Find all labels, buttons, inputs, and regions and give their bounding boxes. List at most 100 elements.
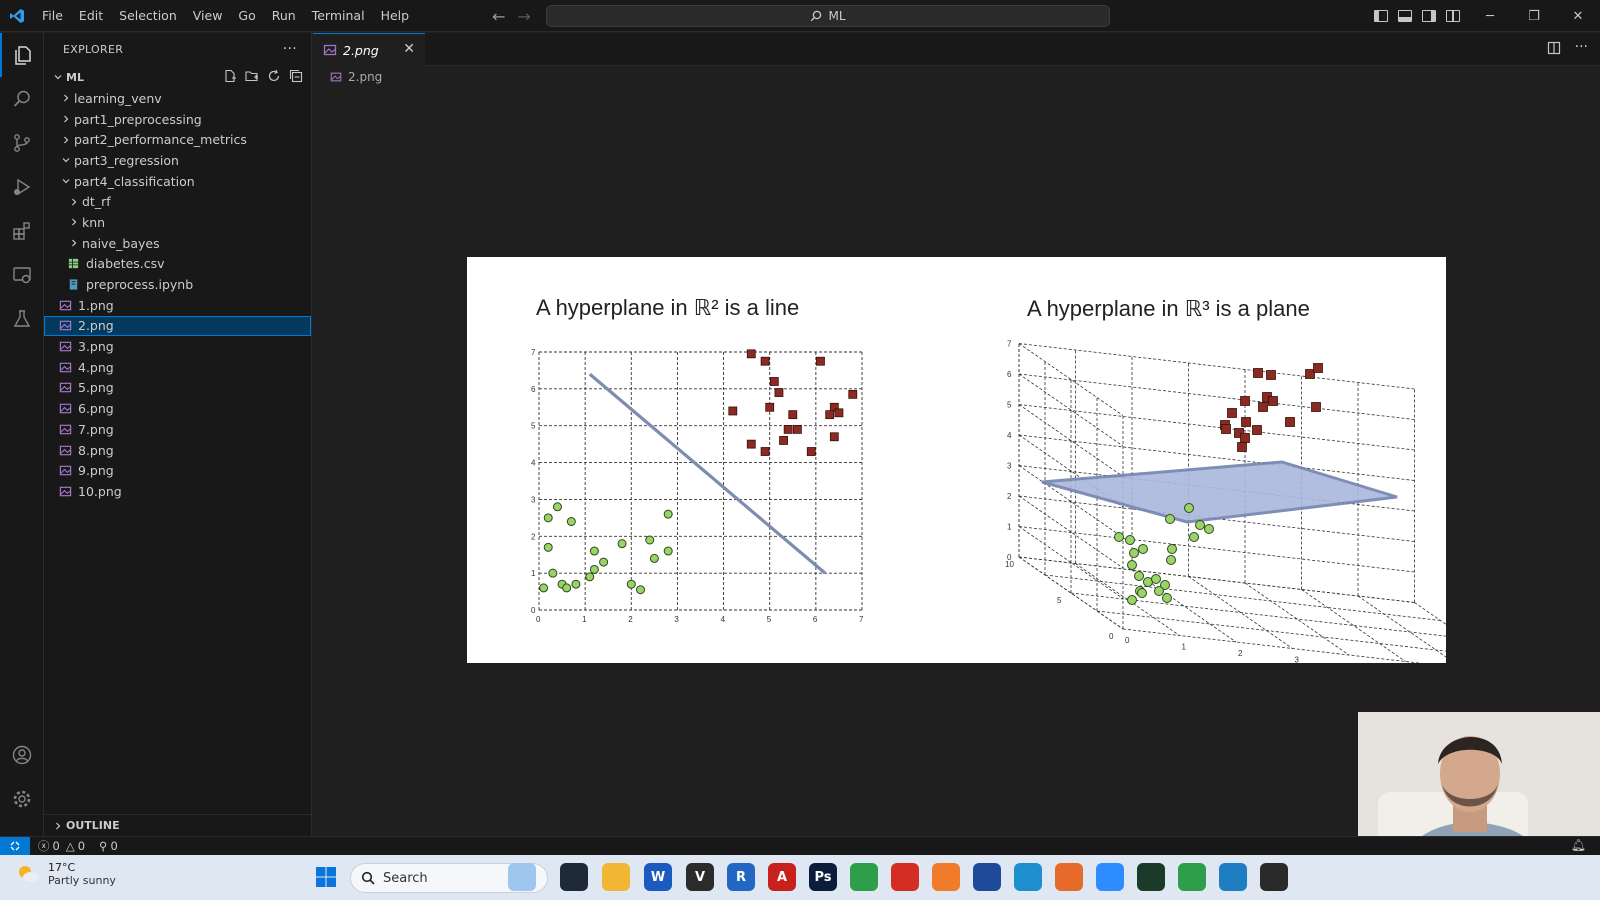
folder-part2-performance-metrics[interactable]: part2_performance_metrics <box>44 129 311 150</box>
new-folder-icon[interactable] <box>245 69 259 83</box>
file-9-png[interactable]: 9.png <box>44 460 311 481</box>
menu-file[interactable]: File <box>42 7 63 23</box>
acrobat-app-icon[interactable]: A <box>768 863 796 891</box>
tree-item-label: 2.png <box>78 318 114 334</box>
red-square-point <box>1241 417 1251 427</box>
file-diabetes-csv[interactable]: diabetes.csv <box>44 254 311 275</box>
zoom-app-icon[interactable] <box>1096 863 1124 891</box>
file-5-png[interactable]: 5.png <box>44 378 311 399</box>
folder-dt-rf[interactable]: dt_rf <box>44 191 311 212</box>
firefox-app-icon[interactable] <box>1055 863 1083 891</box>
ports-indicator[interactable]: ⚲ 0 <box>99 839 118 853</box>
extensions-icon[interactable] <box>0 209 44 253</box>
remote-explorer-icon[interactable] <box>0 253 44 297</box>
chrome-profile-app-icon[interactable] <box>1178 863 1206 891</box>
start-windows-icon[interactable] <box>312 863 340 891</box>
settings-gear-icon[interactable] <box>0 777 44 821</box>
mongodb-app-icon[interactable] <box>1137 863 1165 891</box>
explorer-icon[interactable] <box>0 33 44 77</box>
file-10-png[interactable]: 10.png <box>44 481 311 502</box>
folder-part3-regression[interactable]: part3_regression <box>44 150 311 171</box>
back-arrow-icon[interactable]: ← <box>492 6 506 26</box>
testing-icon[interactable] <box>0 297 44 341</box>
toggle-primary-sidebar-icon[interactable] <box>1374 10 1388 22</box>
toggle-secondary-sidebar-icon[interactable] <box>1422 10 1436 22</box>
problems-indicator[interactable]: ⓧ 0 △ 0 <box>38 838 85 854</box>
folder-learning-venv[interactable]: learning_venv <box>44 88 311 109</box>
red-square-point <box>1234 428 1244 438</box>
grid-line <box>1018 343 1124 416</box>
search-icon <box>361 871 375 885</box>
workspace-root[interactable]: ML <box>44 66 311 88</box>
file-2-png[interactable]: 2.png <box>44 315 311 337</box>
chrome-app-icon[interactable] <box>850 863 878 891</box>
toggle-panel-icon[interactable] <box>1398 10 1412 22</box>
file-explorer-icon[interactable] <box>602 863 630 891</box>
explorer-sidebar: EXPLORER ··· ML learning_venv part1_prepr… <box>44 33 312 836</box>
github-app-icon[interactable] <box>1260 863 1288 891</box>
menu-run[interactable]: Run <box>271 7 296 23</box>
search-view-icon[interactable] <box>0 77 44 121</box>
vscode-app-icon[interactable] <box>1219 863 1247 891</box>
collapse-all-icon[interactable] <box>289 69 303 83</box>
customize-layout-icon[interactable] <box>1446 10 1460 22</box>
window-controls: ─ ❐ ✕ <box>1468 0 1600 32</box>
r-app-icon[interactable]: R <box>727 863 755 891</box>
run-debug-icon[interactable] <box>0 165 44 209</box>
menu-help[interactable]: Help <box>380 7 410 23</box>
outline-section[interactable]: OUTLINE <box>44 814 312 836</box>
restore-icon[interactable]: ❐ <box>1528 8 1540 24</box>
edge-app-icon[interactable] <box>1014 863 1042 891</box>
pdf-app-icon[interactable] <box>891 863 919 891</box>
command-center[interactable]: ML <box>546 5 1110 27</box>
folder-part1-preprocessing[interactable]: part1_preprocessing <box>44 109 311 130</box>
new-file-icon[interactable] <box>223 69 237 83</box>
green-circle-point <box>636 585 646 595</box>
menu-edit[interactable]: Edit <box>78 7 104 23</box>
close-window-icon[interactable]: ✕ <box>1572 8 1584 24</box>
weather-widget[interactable]: 17°C Partly sunny <box>16 861 116 887</box>
folder-knn[interactable]: knn <box>44 212 311 233</box>
separating-plane <box>1041 460 1398 524</box>
menu-selection[interactable]: Selection <box>119 7 177 23</box>
menu-view[interactable]: View <box>192 7 223 23</box>
file-3-png[interactable]: 3.png <box>44 336 311 357</box>
close-tab-icon[interactable]: ✕ <box>403 41 415 57</box>
file-7-png[interactable]: 7.png <box>44 419 311 440</box>
vivaldi-app-icon[interactable]: V <box>686 863 714 891</box>
separating-line <box>588 372 827 575</box>
editor-more-icon[interactable]: ··· <box>1574 39 1588 55</box>
grid-line <box>1075 563 1180 636</box>
menu-go[interactable]: Go <box>238 7 256 23</box>
grid-line <box>1018 556 1415 603</box>
tab-2-png[interactable]: 2.png ✕ <box>313 33 425 66</box>
refresh-icon[interactable] <box>267 69 281 83</box>
forward-arrow-icon[interactable]: → <box>517 6 531 26</box>
right-figure-title: A hyperplane in ℝ³ is a plane <box>1027 296 1310 321</box>
file-4-png[interactable]: 4.png <box>44 357 311 378</box>
grid-line <box>1018 404 1124 477</box>
onenote-app-icon[interactable] <box>973 863 1001 891</box>
menu-terminal[interactable]: Terminal <box>311 7 365 23</box>
file-preprocess-ipynb[interactable]: preprocess.ipynb <box>44 274 311 295</box>
folder-part4-classification[interactable]: part4_classification <box>44 171 311 192</box>
accounts-icon[interactable] <box>0 733 44 777</box>
breadcrumb-item[interactable]: 2.png <box>348 70 383 84</box>
notifications-bell-icon[interactable]: 🔔︎ <box>1570 838 1586 852</box>
file-6-png[interactable]: 6.png <box>44 398 311 419</box>
source-control-icon[interactable] <box>0 121 44 165</box>
folder-naive-bayes[interactable]: naive_bayes <box>44 233 311 254</box>
word-app-icon[interactable]: W <box>644 863 672 891</box>
remote-indicator-icon[interactable] <box>0 836 30 856</box>
sublime-app-icon[interactable] <box>932 863 960 891</box>
photoshop-app-icon[interactable]: Ps <box>809 863 837 891</box>
split-editor-icon[interactable] <box>1547 41 1561 55</box>
file-1-png[interactable]: 1.png <box>44 295 311 316</box>
minimize-icon[interactable]: ─ <box>1486 8 1494 24</box>
task-view-icon[interactable] <box>560 863 588 891</box>
green-circle-point <box>1184 503 1194 513</box>
file-8-png[interactable]: 8.png <box>44 440 311 461</box>
widgets-app-icon[interactable] <box>508 863 536 891</box>
more-actions-icon[interactable]: ··· <box>282 41 297 57</box>
breadcrumb: 2.png <box>330 68 382 86</box>
